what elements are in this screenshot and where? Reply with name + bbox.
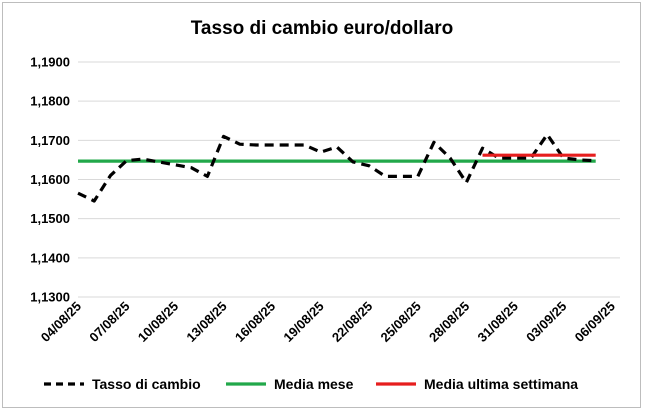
x-tick-label: 31/08/25 (475, 299, 521, 345)
legend-label-1: Media mese (274, 376, 354, 392)
x-tick-label: 16/08/25 (232, 299, 278, 345)
x-tick-label: 04/08/25 (38, 299, 84, 345)
x-tick-label: 13/08/25 (183, 299, 229, 345)
y-tick-label: 1,1600 (30, 172, 70, 187)
y-tick-label: 1,1400 (30, 250, 70, 265)
legend: Tasso di cambio Media mese Media ultima se… (44, 376, 578, 392)
y-tick-label: 1,1900 (30, 55, 70, 70)
legend-label-2: Media ultima settimana (424, 376, 578, 392)
chart-title: Tasso di cambio euro/dollaro (191, 18, 454, 39)
y-tick-label: 1,1300 (30, 290, 70, 305)
series-lines (77, 132, 596, 203)
x-tick-label: 07/08/25 (86, 299, 132, 345)
x-axis: 04/08/25 07/08/25 10/08/25 13/08/25 16/08/25… (38, 299, 618, 345)
legend-label-0: Tasso di cambio (92, 376, 201, 392)
x-tick-label: 06/09/25 (572, 299, 618, 345)
y-axis: 1,1300 1,1400 1,1500 1,1600 1,1700 1,1800 1,19… (30, 55, 70, 305)
grid-lines (78, 61, 620, 298)
x-tick-label: 28/08/25 (426, 299, 472, 345)
x-tick-label: 19/08/25 (280, 299, 326, 345)
x-tick-label: 22/08/25 (329, 299, 375, 345)
x-tick-label: 03/09/25 (523, 299, 569, 345)
y-tick-label: 1,1500 (30, 211, 70, 226)
y-tick-label: 1,1800 (30, 94, 70, 109)
series-line-0 (77, 132, 596, 203)
chart-frame (2, 2, 641, 408)
y-tick-label: 1,1700 (30, 133, 70, 148)
x-tick-label: 10/08/25 (135, 299, 181, 345)
x-tick-label: 25/08/25 (377, 299, 423, 345)
